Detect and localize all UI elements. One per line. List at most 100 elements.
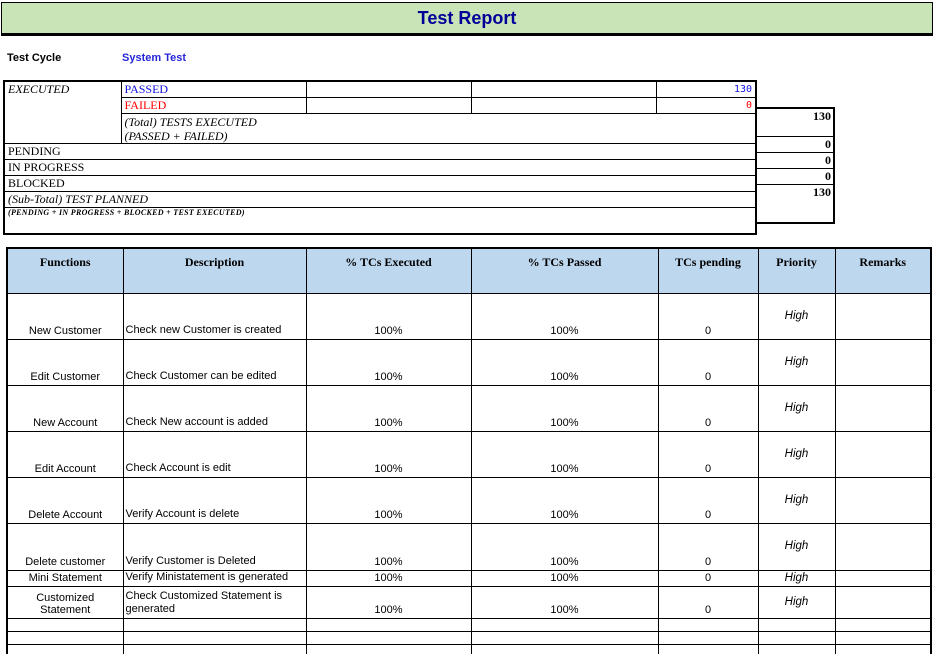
executed-cell: 100%	[305, 431, 472, 478]
description-cell: Verify Customer is Deleted	[122, 523, 307, 571]
table-row-empty	[6, 644, 932, 654]
table-row: New Account Check New account is added 1…	[6, 385, 932, 432]
empty-cell	[757, 618, 836, 632]
passed-cell: 100%	[470, 339, 659, 386]
function-cell: Customized Statement	[6, 586, 124, 619]
test-cycle-label: Test Cycle	[7, 52, 62, 64]
summary-table: EXECUTED PASSED 130 FAILED 0 (Total) TES…	[3, 80, 757, 235]
remarks-cell	[834, 570, 932, 587]
function-cell: New Account	[6, 385, 124, 432]
header-priority: Priority	[757, 247, 836, 294]
empty-cell	[305, 631, 472, 645]
empty-cell	[6, 631, 124, 645]
table-row: Edit Customer Check Customer can be edit…	[6, 339, 932, 386]
priority-cell: High	[757, 431, 836, 478]
empty-cell	[834, 631, 932, 645]
header-row: Functions Description % TCs Executed % T…	[6, 247, 932, 294]
title-banner: Test Report	[1, 2, 933, 36]
passed-label-cell: PASSED	[120, 80, 307, 98]
header-tcs-executed: % TCs Executed	[305, 247, 472, 294]
empty-cell	[6, 618, 124, 632]
table-row: Delete Account Verify Account is delete …	[6, 477, 932, 524]
function-cell: Mini Statement	[6, 570, 124, 587]
header-description: Description	[122, 247, 307, 294]
table-row-empty	[6, 618, 932, 632]
empty-cell	[470, 618, 659, 632]
failed-label-cell: FAILED	[120, 97, 307, 114]
executed-cell: 100%	[305, 523, 472, 571]
remarks-cell	[834, 339, 932, 386]
description-cell: Check New account is added	[122, 385, 307, 432]
pending-cell: 0	[657, 339, 759, 386]
passed-cell: 100%	[470, 431, 659, 478]
function-cell: Delete Account	[6, 477, 124, 524]
priority-cell: High	[757, 523, 836, 571]
table-row: New Customer Check new Customer is creat…	[6, 293, 932, 340]
subtotal-formula-cell: (PENDING + IN PROGRESS + BLOCKED + TEST …	[3, 207, 757, 235]
in-progress-value-cell: 0	[755, 152, 835, 169]
header-tcs-passed: % TCs Passed	[470, 247, 659, 294]
priority-cell: High	[757, 339, 836, 386]
blocked-value-cell: 0	[755, 168, 835, 185]
total-executed-cell: (Total) TESTS EXECUTED (PASSED + FAILED)	[120, 113, 757, 144]
in-progress-label-cell: IN PROGRESS	[3, 159, 757, 176]
function-cell: Delete customer	[6, 523, 124, 571]
remarks-cell	[834, 385, 932, 432]
priority-cell: High	[757, 586, 836, 619]
priority-cell: High	[757, 570, 836, 587]
description-cell: Check new Customer is created	[122, 293, 307, 340]
pending-cell: 0	[657, 477, 759, 524]
functions-table: Functions Description % TCs Executed % T…	[6, 247, 932, 654]
description-cell: Verify Ministatement is generated	[122, 570, 307, 587]
pending-label-cell: PENDING	[3, 143, 757, 160]
passed-cell: 100%	[470, 523, 659, 571]
executed-cell: 100%	[305, 339, 472, 386]
passed-cell: 100%	[470, 586, 659, 619]
empty-cell	[470, 631, 659, 645]
failed-value-cell: 0	[655, 97, 757, 114]
table-row: Delete customer Verify Customer is Delet…	[6, 523, 932, 571]
function-cell: Edit Customer	[6, 339, 124, 386]
table-row: Edit Account Check Account is edit 100% …	[6, 431, 932, 478]
executed-cell: 100%	[305, 477, 472, 524]
empty-cell	[470, 644, 659, 654]
passed-cell: 100%	[470, 477, 659, 524]
pending-cell: 0	[657, 385, 759, 432]
function-cell: New Customer	[6, 293, 124, 340]
header-tcs-pending: TCs pending	[657, 247, 759, 294]
table-row: Mini Statement Verify Ministatement is g…	[6, 570, 932, 587]
remarks-cell	[834, 293, 932, 340]
empty-cell	[757, 631, 836, 645]
remarks-cell	[834, 431, 932, 478]
executed-cell: 100%	[305, 570, 472, 587]
page-title: Test Report	[417, 7, 517, 28]
empty-cell	[122, 631, 307, 645]
empty-cell	[122, 644, 307, 654]
empty-cell	[470, 80, 657, 98]
empty-cell	[305, 618, 472, 632]
total-executed-value-cell: 130	[755, 107, 835, 137]
header-remarks: Remarks	[834, 247, 932, 294]
pending-value-cell: 0	[755, 136, 835, 153]
description-cell: Check Customer can be edited	[122, 339, 307, 386]
blocked-label-cell: BLOCKED	[3, 175, 757, 192]
empty-cell	[305, 80, 472, 98]
priority-cell: High	[757, 477, 836, 524]
pending-cell: 0	[657, 293, 759, 340]
remarks-cell	[834, 523, 932, 571]
pending-cell: 0	[657, 431, 759, 478]
function-cell: Edit Account	[6, 431, 124, 478]
empty-cell	[834, 618, 932, 632]
pending-cell: 0	[657, 523, 759, 571]
table-row-empty	[6, 631, 932, 645]
empty-cell	[657, 644, 759, 654]
empty-cell	[6, 644, 124, 654]
priority-cell: High	[757, 293, 836, 340]
description-cell: Verify Account is delete	[122, 477, 307, 524]
table-row: Customized Statement Check Customized St…	[6, 586, 932, 619]
subtotal-value-cell: 130	[755, 184, 835, 224]
executed-cell: 100%	[305, 385, 472, 432]
description-cell: Check Customized Statement is generated	[122, 586, 307, 619]
total-executed-line2: (PASSED + FAILED)	[124, 128, 228, 143]
